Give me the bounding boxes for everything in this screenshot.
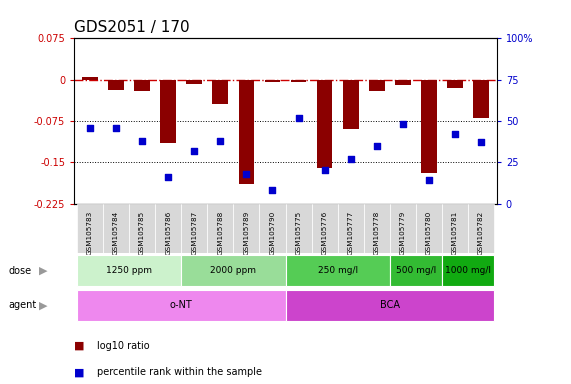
Bar bbox=[369, 79, 385, 91]
Bar bbox=[286, 204, 312, 253]
Bar bbox=[77, 255, 181, 286]
Bar bbox=[364, 204, 390, 253]
Point bbox=[242, 171, 251, 177]
Text: GSM105790: GSM105790 bbox=[270, 211, 275, 255]
Text: GSM105783: GSM105783 bbox=[87, 211, 93, 255]
Text: GSM105782: GSM105782 bbox=[478, 211, 484, 255]
Text: ▶: ▶ bbox=[39, 266, 47, 276]
Bar bbox=[186, 79, 202, 84]
Bar bbox=[286, 255, 390, 286]
Bar bbox=[77, 290, 286, 321]
Bar bbox=[160, 79, 176, 143]
Bar bbox=[291, 79, 307, 82]
Bar bbox=[468, 204, 494, 253]
Text: ■: ■ bbox=[74, 341, 85, 351]
Text: ■: ■ bbox=[74, 367, 85, 377]
Point bbox=[372, 142, 381, 149]
Text: o-NT: o-NT bbox=[170, 300, 192, 310]
Bar bbox=[390, 204, 416, 253]
Text: ▶: ▶ bbox=[39, 300, 47, 310]
Text: 1000 mg/l: 1000 mg/l bbox=[445, 266, 491, 275]
Text: log10 ratio: log10 ratio bbox=[97, 341, 150, 351]
Bar bbox=[442, 255, 494, 286]
Bar bbox=[129, 204, 155, 253]
Bar bbox=[234, 204, 259, 253]
Text: agent: agent bbox=[9, 300, 37, 310]
Bar bbox=[82, 77, 98, 79]
Bar bbox=[77, 204, 103, 253]
Text: percentile rank within the sample: percentile rank within the sample bbox=[97, 367, 262, 377]
Point bbox=[268, 187, 277, 194]
Bar bbox=[264, 79, 280, 83]
Text: GSM105777: GSM105777 bbox=[348, 211, 353, 255]
Bar bbox=[447, 79, 463, 88]
Point bbox=[477, 139, 486, 146]
Bar bbox=[212, 79, 228, 104]
Point bbox=[85, 124, 94, 131]
Point bbox=[399, 121, 408, 127]
Bar bbox=[134, 79, 150, 91]
Text: GSM105780: GSM105780 bbox=[426, 211, 432, 255]
Text: GDS2051 / 170: GDS2051 / 170 bbox=[74, 20, 190, 35]
Text: GSM105779: GSM105779 bbox=[400, 211, 406, 255]
Point bbox=[451, 131, 460, 137]
Text: GSM105786: GSM105786 bbox=[165, 211, 171, 255]
Text: GSM105778: GSM105778 bbox=[374, 211, 380, 255]
Point bbox=[320, 167, 329, 174]
Bar bbox=[395, 79, 411, 85]
Text: GSM105775: GSM105775 bbox=[296, 211, 301, 255]
Text: GSM105784: GSM105784 bbox=[113, 211, 119, 255]
Text: GSM105788: GSM105788 bbox=[218, 211, 223, 255]
Text: 1250 ppm: 1250 ppm bbox=[106, 266, 152, 275]
Text: BCA: BCA bbox=[380, 300, 400, 310]
Point bbox=[346, 156, 355, 162]
Point bbox=[294, 114, 303, 121]
Bar bbox=[207, 204, 234, 253]
Bar bbox=[286, 290, 494, 321]
Text: 500 mg/l: 500 mg/l bbox=[396, 266, 436, 275]
Point bbox=[424, 177, 433, 184]
Point bbox=[190, 147, 199, 154]
Bar bbox=[337, 204, 364, 253]
Text: GSM105785: GSM105785 bbox=[139, 211, 145, 255]
Bar bbox=[259, 204, 286, 253]
Point bbox=[138, 138, 147, 144]
Text: 250 mg/l: 250 mg/l bbox=[317, 266, 357, 275]
Text: GSM105776: GSM105776 bbox=[321, 211, 328, 255]
Bar bbox=[312, 204, 337, 253]
Text: GSM105787: GSM105787 bbox=[191, 211, 197, 255]
Bar bbox=[317, 79, 332, 168]
Point bbox=[216, 138, 225, 144]
Bar bbox=[239, 79, 254, 184]
Bar bbox=[108, 79, 124, 89]
Bar bbox=[390, 255, 442, 286]
Bar bbox=[181, 255, 286, 286]
Bar bbox=[473, 79, 489, 118]
Bar bbox=[181, 204, 207, 253]
Bar bbox=[155, 204, 181, 253]
Bar bbox=[421, 79, 437, 173]
Bar bbox=[442, 204, 468, 253]
Point bbox=[163, 174, 172, 180]
Point bbox=[111, 124, 120, 131]
Bar bbox=[343, 79, 359, 129]
Bar bbox=[103, 204, 129, 253]
Text: GSM105781: GSM105781 bbox=[452, 211, 458, 255]
Text: GSM105789: GSM105789 bbox=[243, 211, 250, 255]
Bar bbox=[416, 204, 442, 253]
Text: 2000 ppm: 2000 ppm bbox=[210, 266, 256, 275]
Text: dose: dose bbox=[9, 266, 31, 276]
